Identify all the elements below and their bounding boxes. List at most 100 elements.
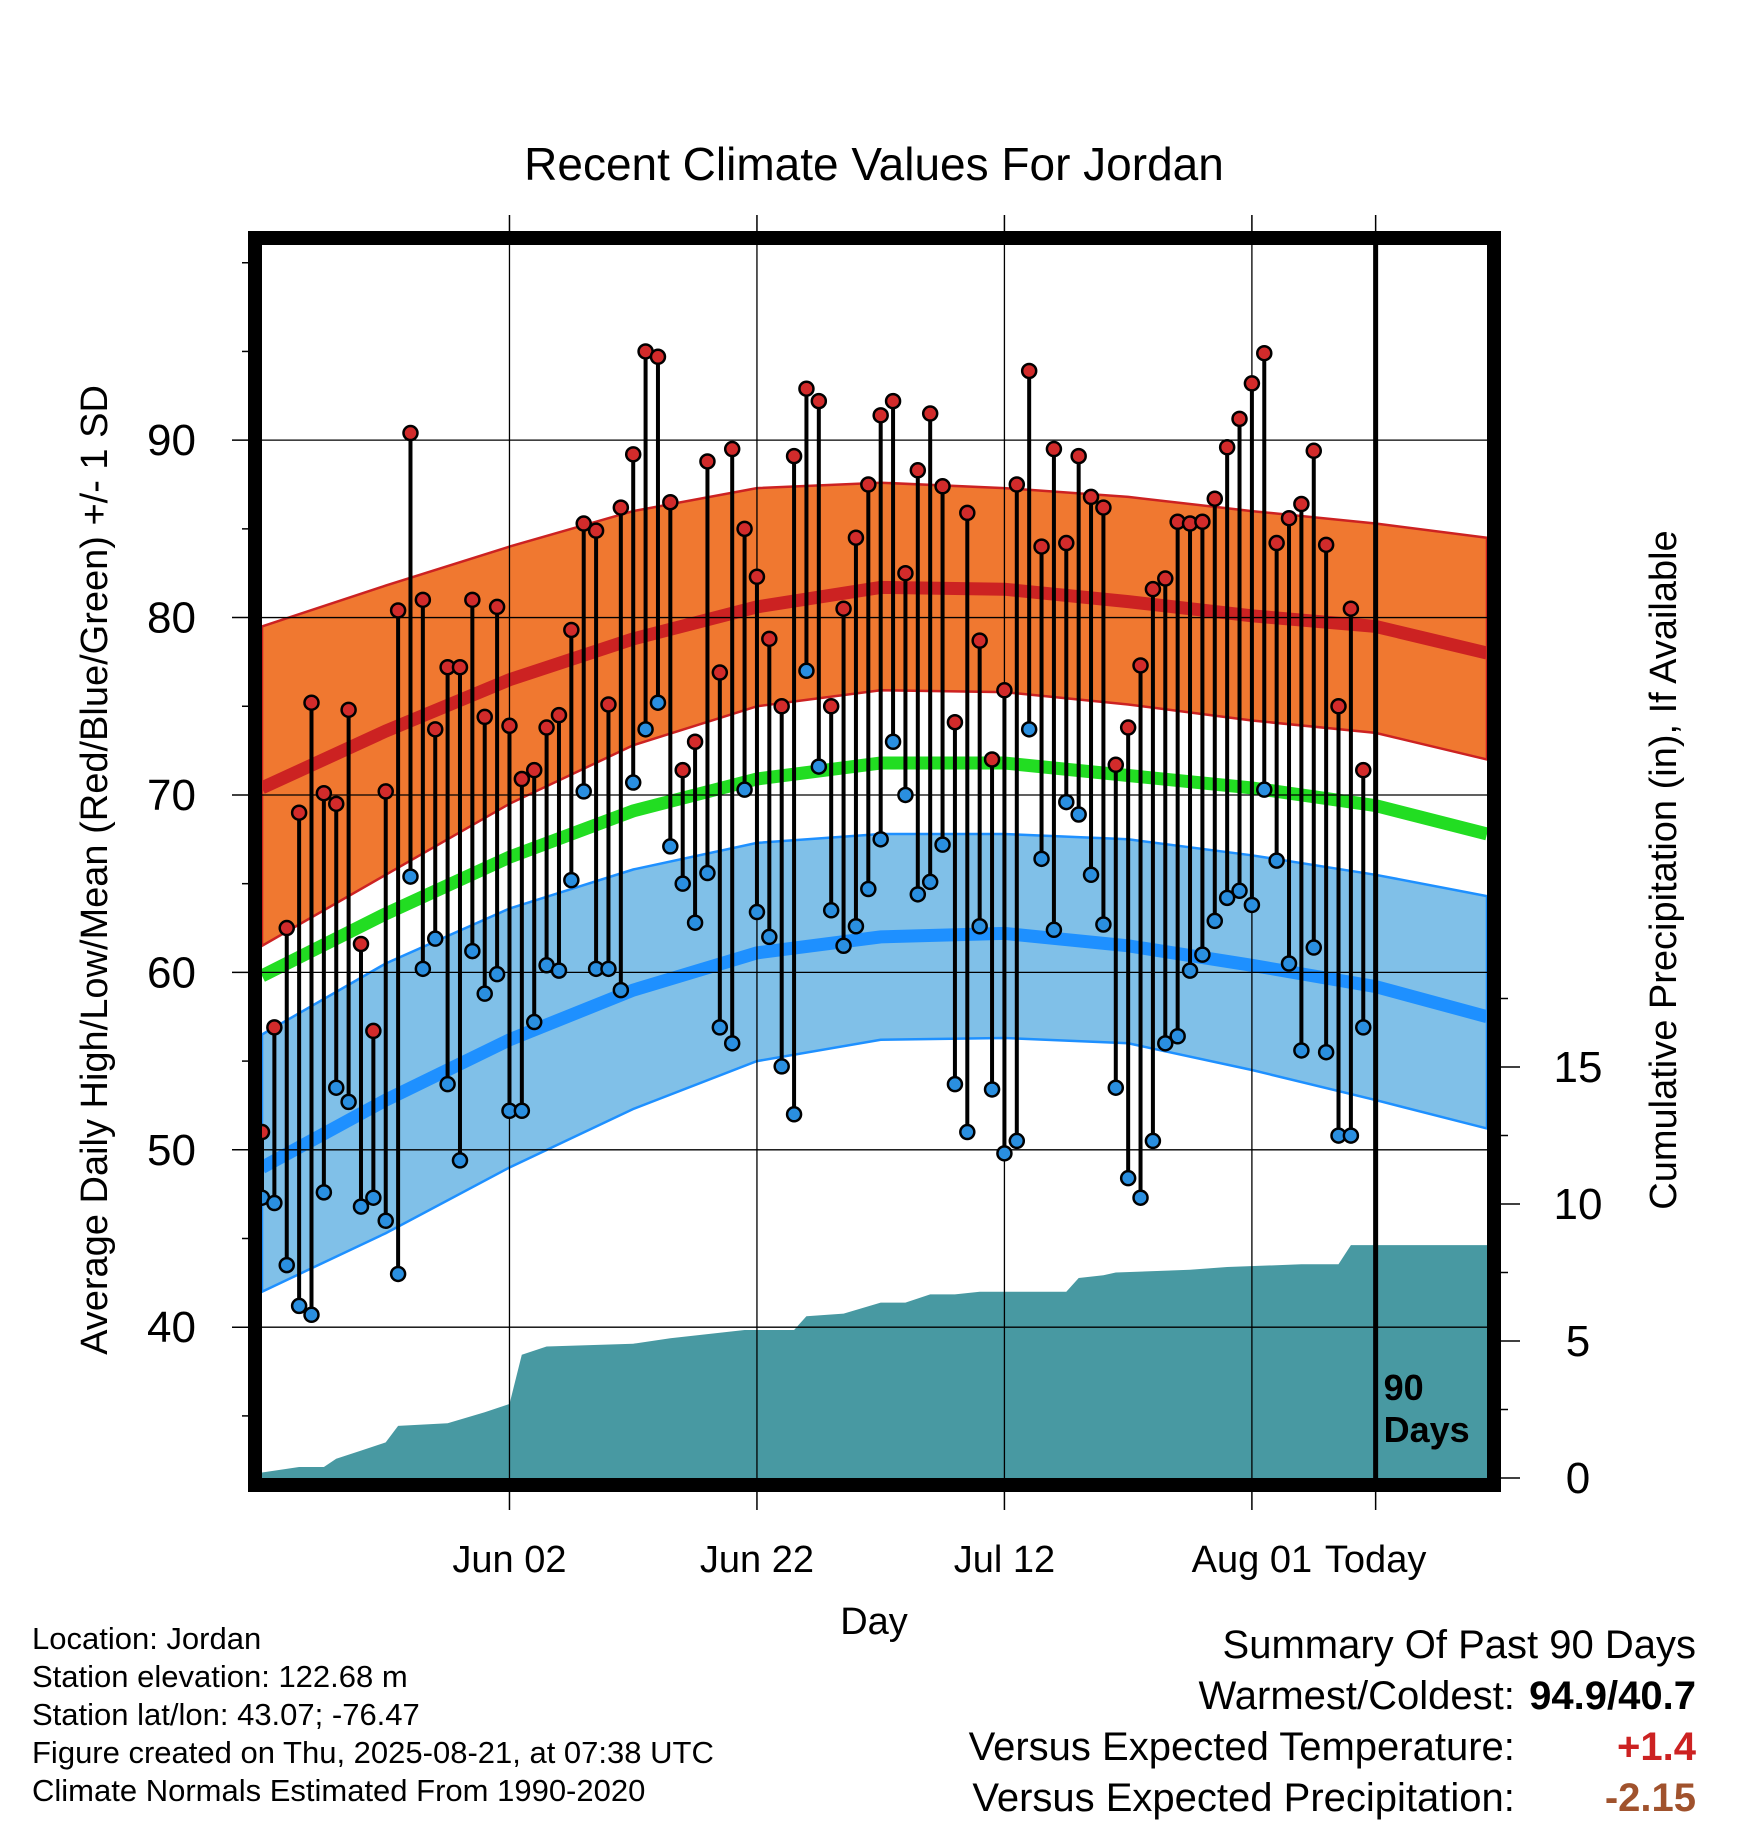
daily-high-point [748, 568, 766, 586]
daily-high-point [810, 392, 828, 410]
chart-title: Recent Climate Values For Jordan [524, 138, 1224, 190]
daily-high-point [538, 719, 555, 736]
daily-low-point [686, 914, 704, 931]
y-tick-label: 60 [147, 948, 196, 997]
daily-low-point [1181, 962, 1199, 979]
station-metadata: Location: Jordan Station elevation: 122.… [32, 1620, 714, 1810]
precip-area [262, 1245, 1487, 1478]
daily-low-point [736, 781, 753, 798]
daily-high-point [389, 602, 407, 619]
daily-low-point [1144, 1132, 1162, 1150]
daily-low-point [996, 1145, 1013, 1162]
daily-high-point [971, 632, 988, 649]
daily-low-point [389, 1265, 407, 1283]
daily-high-point [1008, 476, 1026, 493]
daily-low-point [798, 662, 815, 680]
daily-high-point [1194, 513, 1211, 531]
daily-low-point [476, 985, 493, 1002]
daily-low-point [624, 774, 642, 791]
daily-low-point [266, 1194, 283, 1212]
daily-low-point [1256, 781, 1273, 798]
daily-high-point [711, 664, 729, 681]
daily-high-point [1132, 657, 1149, 674]
daily-low-point [1355, 1019, 1372, 1036]
y-tick-label: 70 [147, 771, 196, 820]
daily-high-point [662, 493, 679, 511]
daily-high-point [860, 476, 877, 493]
daily-low-point [365, 1189, 382, 1206]
daily-low-point [340, 1093, 357, 1111]
daily-high-point [1355, 761, 1372, 779]
today-days-label: 90 Days [1384, 1367, 1470, 1450]
daily-low-point [563, 871, 580, 889]
daily-low-point [1194, 946, 1211, 963]
daily-high-point [1293, 495, 1310, 513]
daily-high-point [686, 733, 704, 750]
daily-high-point [624, 446, 642, 463]
daily-high-point [513, 770, 531, 788]
daily-low-point [934, 836, 951, 853]
y-axis-label: Average Daily High/Low/Mean (Red/Blue/Gr… [74, 385, 116, 1355]
daily-high-point [1206, 490, 1224, 507]
daily-low-point [1231, 882, 1248, 900]
daily-low-point [909, 886, 927, 903]
daily-high-point [464, 591, 481, 609]
daily-high-point [1119, 719, 1137, 736]
x-tick-label: Jun 22 [700, 1539, 814, 1581]
daily-high-point [983, 751, 1001, 768]
daily-high-point [723, 440, 741, 458]
daily-high-point [315, 784, 333, 802]
daily-high-point [736, 520, 753, 538]
daily-high-point [1231, 410, 1248, 428]
daily-low-point [773, 1058, 790, 1075]
temp-value: +1.4 [1617, 1725, 1696, 1769]
daily-low-point [575, 783, 592, 800]
daily-high-point [996, 682, 1013, 699]
daily-low-point [1020, 721, 1038, 738]
daily-low-point [451, 1152, 469, 1169]
daily-high-point [785, 447, 803, 465]
daily-high-point [303, 694, 320, 711]
daily-high-point [1020, 362, 1038, 380]
daily-high-point [1342, 600, 1360, 617]
daily-high-point [773, 698, 790, 715]
daily-high-point [600, 696, 617, 713]
daily-low-point [377, 1212, 394, 1230]
y2-tick-label: 15 [1554, 1043, 1603, 1092]
daily-low-point [860, 880, 877, 898]
daily-low-point [352, 1198, 370, 1215]
daily-high-point [1157, 570, 1174, 587]
daily-low-point [785, 1106, 803, 1123]
daily-low-point [426, 930, 444, 947]
daily-low-point [674, 875, 691, 892]
daily-low-point [761, 928, 778, 946]
plot-frame [248, 231, 1501, 1492]
daily-low-point [847, 918, 865, 935]
daily-low-point [884, 733, 902, 750]
daily-high-point [699, 453, 716, 470]
daily-low-point [303, 1306, 320, 1324]
daily-low-point [600, 960, 617, 978]
daily-low-point [1070, 806, 1087, 823]
daily-high-point [884, 392, 902, 410]
daily-low-point [1033, 850, 1050, 868]
summary-title: Summary Of Past 90 Days [1222, 1623, 1696, 1667]
daily-high-point [1070, 447, 1087, 465]
daily-low-point [959, 1123, 976, 1141]
daily-low-point [488, 965, 506, 983]
warm-cold-label: Warmest/Coldest: [1198, 1674, 1515, 1718]
daily-low-point [1119, 1169, 1137, 1187]
daily-high-point [278, 919, 295, 937]
daily-low-point [649, 694, 667, 711]
daily-low-point [290, 1297, 308, 1315]
daily-low-point [1058, 793, 1075, 811]
daily-high-point [414, 591, 432, 609]
daily-high-point [352, 935, 370, 953]
daily-high-point [1317, 536, 1335, 554]
daily-low-point [1218, 889, 1236, 907]
daily-low-point [1008, 1132, 1026, 1150]
x-axis-label: Day [840, 1601, 908, 1643]
daily-low-point [983, 1081, 1001, 1098]
daily-high-point [1330, 698, 1347, 715]
daily-high-point [761, 630, 778, 648]
